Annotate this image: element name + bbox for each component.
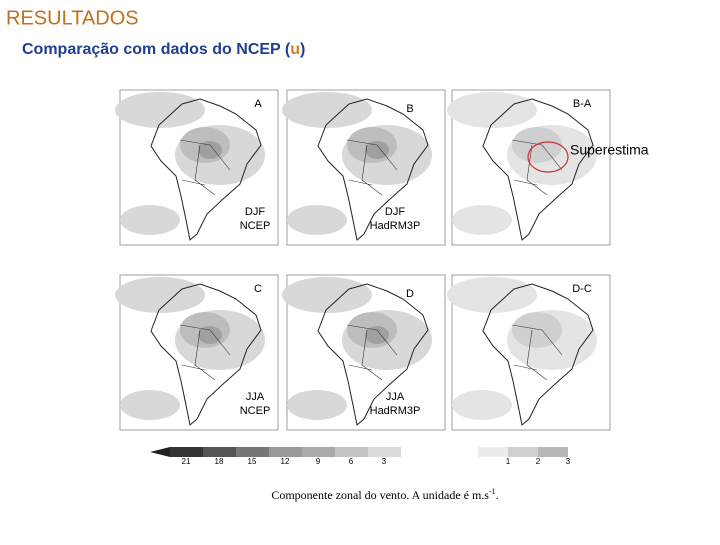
shade <box>447 277 537 313</box>
season-label: DJF <box>385 206 405 218</box>
shade <box>365 141 389 159</box>
map-panel: D-C <box>447 274 611 431</box>
shade <box>282 92 372 128</box>
colorbar-label: 1 <box>506 457 511 466</box>
shade <box>452 205 512 235</box>
borders <box>511 324 563 381</box>
shade <box>115 277 205 313</box>
colorbar-cell <box>236 447 269 457</box>
map-panel: C JJA NCEP <box>115 274 279 431</box>
continent <box>150 98 262 241</box>
borders <box>179 139 231 196</box>
borders <box>346 139 398 196</box>
panel-label: D-C <box>572 283 592 295</box>
colorbar-cell <box>368 447 401 457</box>
shade <box>287 390 347 420</box>
shade <box>287 205 347 235</box>
colorbar-label: 9 <box>316 457 321 466</box>
colorbar: 21 18 15 12 9 6 3 1 2 3 <box>150 447 571 466</box>
colorbar-label: 21 <box>182 457 191 466</box>
colorbar-label: 15 <box>248 457 257 466</box>
panel-label: D <box>406 288 414 300</box>
borders <box>511 139 563 196</box>
colorbar-cell <box>335 447 368 457</box>
colorbar-label: 18 <box>215 457 224 466</box>
panels: A DJF NCEP B DJF HadRM3P B-A C JJA NCEP D JJA HadRM3… <box>115 89 649 431</box>
subtitle-var: u <box>290 41 300 58</box>
season-label: DJF <box>245 206 265 218</box>
subtitle: Comparação com dados do NCEP (u) <box>22 41 305 58</box>
shade <box>512 312 562 348</box>
borders <box>179 324 231 381</box>
season-label: HadRM3P <box>370 220 421 232</box>
map-panel: D JJA HadRM3P <box>282 274 446 431</box>
subtitle-part: Comparação com dados do NCEP ( <box>22 41 291 58</box>
shade <box>365 326 389 344</box>
season-label: HadRM3P <box>370 405 421 417</box>
highlight-circle <box>527 141 569 173</box>
colorbar-cell <box>538 447 568 457</box>
continent <box>150 283 262 426</box>
map-panel: A DJF NCEP <box>115 89 279 246</box>
panel-label: C <box>254 283 262 295</box>
continent <box>482 98 594 241</box>
continent <box>482 283 594 426</box>
title: RESULTADOS <box>6 7 139 29</box>
continent <box>317 98 429 241</box>
colorbar-cell <box>203 447 236 457</box>
shade <box>115 92 205 128</box>
colorbar-cell <box>478 447 508 457</box>
colorbar-cell <box>269 447 302 457</box>
caption-end: . <box>496 488 499 502</box>
caption-text: Componente zonal do vento. A unidade é m… <box>271 488 489 502</box>
panel-label: A <box>254 98 262 110</box>
shade <box>198 326 222 344</box>
caption: Componente zonal do vento. A unidade é m… <box>271 487 498 502</box>
season-label: JJA <box>246 391 265 403</box>
continent <box>317 283 429 426</box>
season-label: JJA <box>386 391 405 403</box>
shade <box>120 205 180 235</box>
colorbar-label: 3 <box>382 457 387 466</box>
borders <box>346 324 398 381</box>
panel-label: B-A <box>573 98 592 110</box>
annotation: Superestima <box>570 142 649 158</box>
caption-sup: -1 <box>489 487 496 496</box>
map-panel: B DJF HadRM3P <box>282 89 446 246</box>
shade <box>120 390 180 420</box>
panel-label: B <box>406 103 413 115</box>
season-label: NCEP <box>240 405 271 417</box>
season-label: NCEP <box>240 220 271 232</box>
colorbar-arrow <box>150 447 170 457</box>
shade <box>447 92 537 128</box>
shade <box>198 141 222 159</box>
colorbar-label: 3 <box>566 457 571 466</box>
map-panel: B-A <box>447 89 611 246</box>
colorbar-cell <box>302 447 335 457</box>
colorbar-label: 12 <box>281 457 290 466</box>
shade <box>452 390 512 420</box>
colorbar-cell <box>508 447 538 457</box>
shade <box>282 277 372 313</box>
colorbar-label: 6 <box>349 457 354 466</box>
colorbar-cell <box>170 447 203 457</box>
subtitle-part: ) <box>300 41 305 58</box>
colorbar-label: 2 <box>536 457 541 466</box>
